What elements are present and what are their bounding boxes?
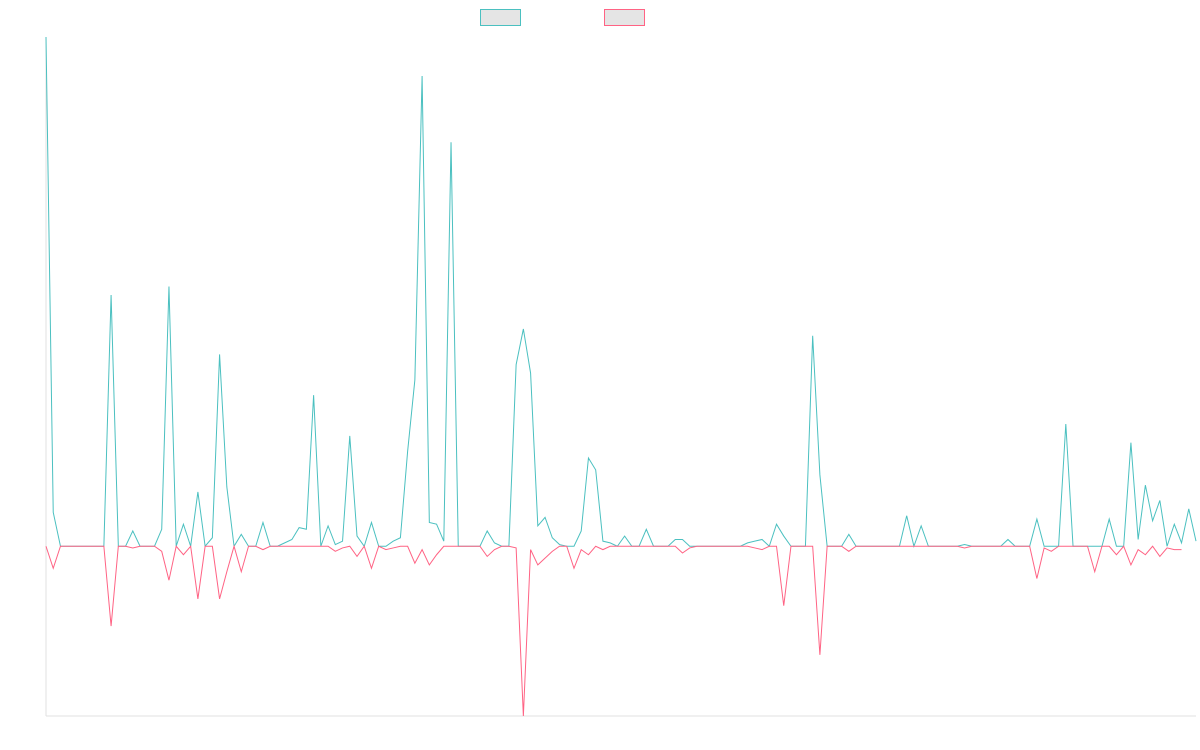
series-line-1 [45,36,1197,549]
legend-swatch-series-2[interactable] [604,9,645,26]
series-line-2 [45,544,1182,717]
chart-axes [45,37,1196,717]
series-layer [45,36,1197,717]
legend [480,9,645,26]
legend-swatch-series-1[interactable] [480,9,521,26]
